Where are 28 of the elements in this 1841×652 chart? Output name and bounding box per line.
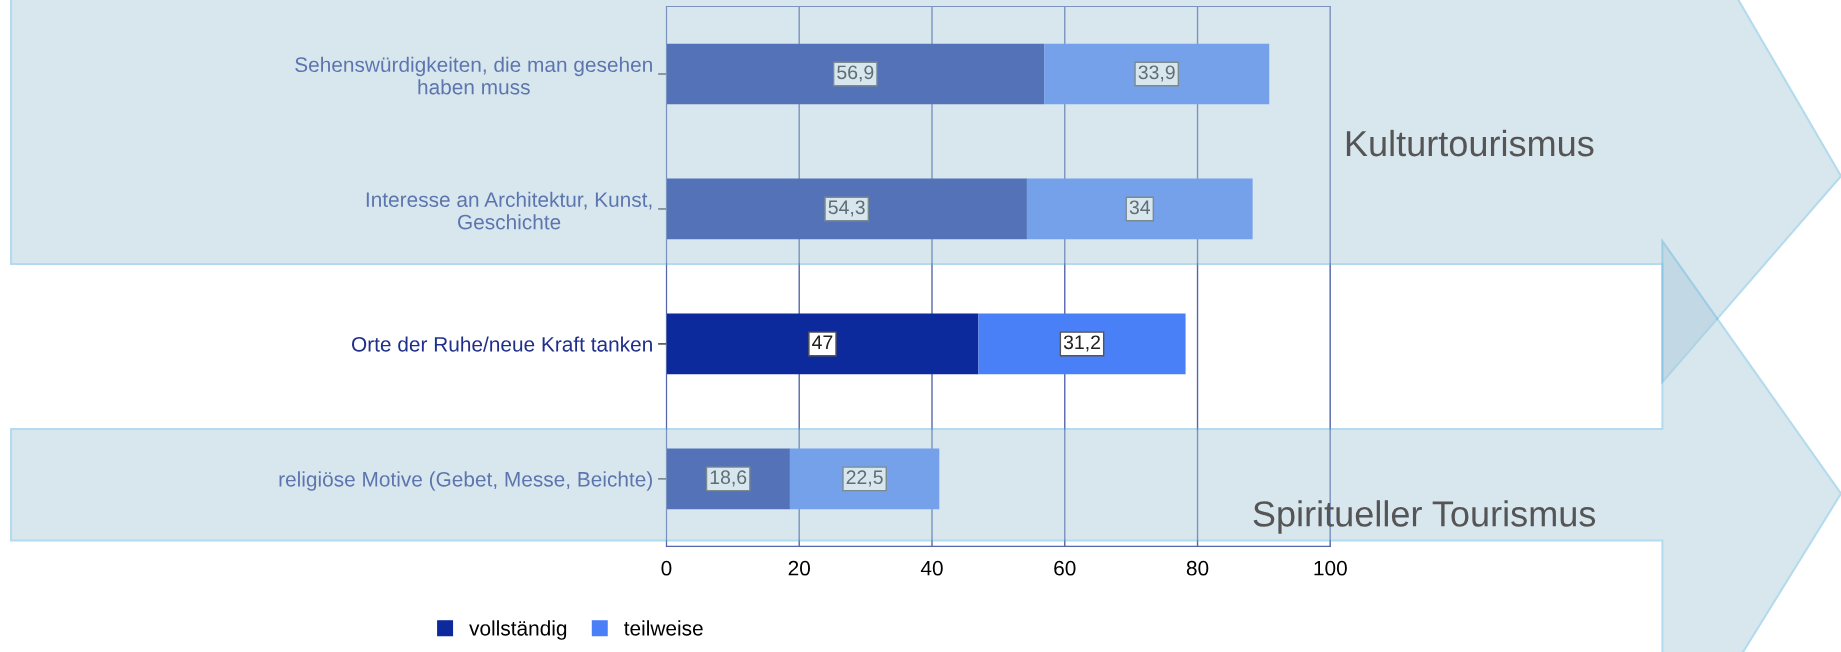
- legend-label: teilweise: [624, 620, 703, 636]
- x-tick-label: 20: [788, 560, 810, 576]
- annotation: Spiritueller Tourismus: [1253, 500, 1596, 534]
- data-label: 18,6: [710, 470, 747, 487]
- data-label: 31,2: [1063, 335, 1100, 352]
- bar: [666, 43, 1045, 105]
- bar: [1044, 43, 1270, 105]
- y-tick-label: religiöse Motive (Gebet, Messe, Beichte): [279, 471, 652, 491]
- x-tick-label: 0: [661, 560, 672, 576]
- legend-label: vollständig: [469, 620, 567, 640]
- x-tick-label: 40: [920, 560, 943, 576]
- data-label: 54,3: [828, 200, 865, 217]
- data-label: 33,9: [1138, 65, 1175, 82]
- bar: [1026, 178, 1253, 240]
- data-label: 56,9: [837, 65, 874, 82]
- x-tick-label: 60: [1054, 560, 1076, 576]
- data-label: 47: [812, 335, 833, 349]
- bar: [666, 178, 1027, 240]
- data-label: 34: [1129, 200, 1151, 215]
- x-tick-label: 100: [1314, 560, 1347, 576]
- bar: [978, 313, 1186, 375]
- bar: [666, 313, 979, 375]
- y-tick-label: Orte der Ruhe/neue Kraft tanken: [351, 336, 652, 352]
- x-tick-label: 80: [1186, 560, 1209, 576]
- data-label: 22,5: [846, 470, 883, 487]
- y-tick-label: Interesse an Architektur, Kunst, Geschichte: [366, 191, 652, 230]
- text: Kulturtourismus: [1346, 129, 1594, 157]
- y-tick-label: Sehenswürdigkeiten, die man gesehen haben muss: [295, 56, 652, 95]
